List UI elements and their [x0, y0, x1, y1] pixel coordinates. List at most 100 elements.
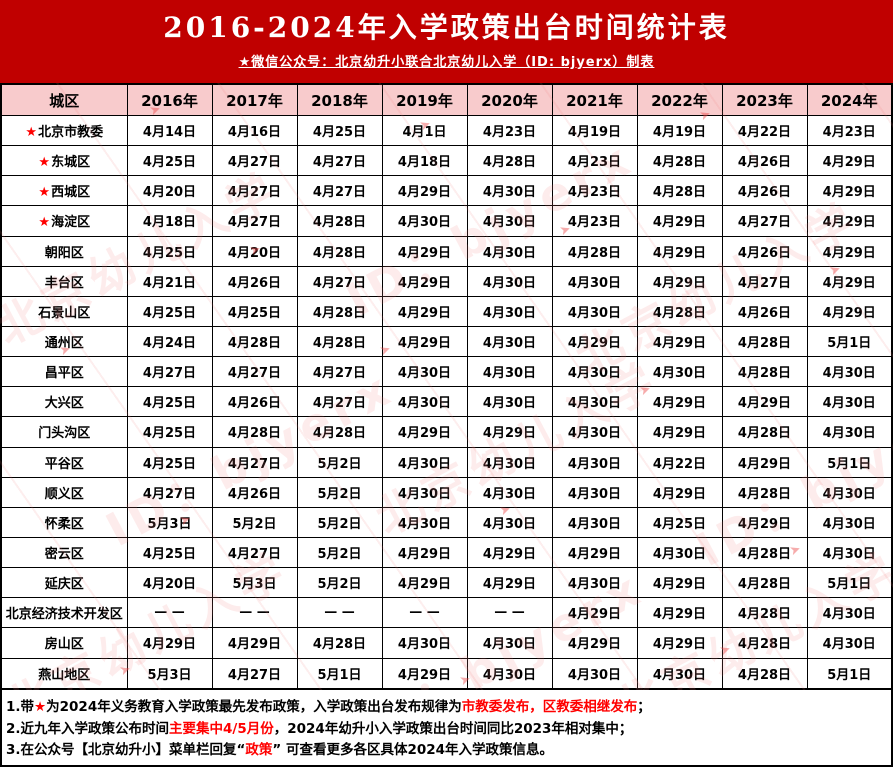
date-cell: 5月1日	[806, 325, 893, 358]
table-row: 北京经济技术开发区 — — — — — — — — — —4月29日 4月29日 4月28日 4…	[0, 597, 893, 629]
note-text: ；	[637, 699, 651, 715]
district-cell: ★海淀区	[0, 205, 128, 237]
date-cell: 4月23日	[551, 145, 638, 177]
note-text: ” 可查看更多各区具体2024年入学政策信息。	[272, 742, 554, 759]
date-cell: 4月29日	[806, 265, 893, 297]
date-cell: 4月22日	[636, 446, 723, 478]
date-cell: 4月30日	[466, 175, 553, 207]
district-cell: 朝阳区	[0, 235, 128, 267]
date-cell: 4月30日	[466, 386, 553, 418]
date-cell: — —	[126, 597, 213, 629]
date-cell: 4月29日	[551, 597, 638, 629]
date-cell: 4月27日	[126, 356, 213, 388]
page-subtitle: ★微信公众号：北京幼升小联合北京幼儿入学（ID: bjyerx）制表	[238, 54, 655, 70]
table-row: 门头沟区 4月25日 4月28日 4月28日 4月29日 4月29日 4月30日 4月29日 4…	[0, 416, 893, 448]
date-cell: 4月29日	[721, 506, 808, 538]
date-cell: 4月29日	[551, 627, 638, 659]
date-cell: 4月29日	[211, 627, 298, 659]
note-text: 1.带	[6, 699, 35, 715]
date-cell: 4月30日	[466, 476, 553, 508]
year-column-header: 2018年	[296, 83, 383, 116]
year-column-header: 2019年	[381, 83, 468, 116]
date-cell: 4月29日	[381, 567, 468, 599]
date-cell: — —	[296, 597, 383, 629]
date-cell: 4月30日	[466, 235, 553, 267]
date-cell: 4月29日	[381, 657, 468, 690]
date-cell: 4月27日	[296, 386, 383, 418]
date-cell: 4月29日	[806, 295, 893, 327]
date-cell: 4月28日	[721, 356, 808, 388]
date-cell: 4月30日	[466, 657, 553, 690]
date-cell: 4月30日	[381, 506, 468, 538]
date-cell: 4月28日	[296, 235, 383, 267]
date-cell: 4月29日	[721, 386, 808, 418]
date-cell: 4月26日	[721, 235, 808, 267]
date-cell: 4月26日	[721, 145, 808, 177]
date-cell: 4月25日	[211, 295, 298, 327]
date-cell: 5月3日	[211, 567, 298, 599]
header-row: 城区 2016年 2017年 2018年 2019年 2020年 2021年 2022年 202…	[0, 83, 893, 116]
date-cell: 4月29日	[721, 446, 808, 478]
date-cell: 4月29日	[466, 416, 553, 448]
date-cell: 4月30日	[466, 627, 553, 659]
date-cell: 4月29日	[636, 567, 723, 599]
date-cell: 4月30日	[551, 567, 638, 599]
date-cell: 4月30日	[381, 476, 468, 508]
date-cell: 4月28日	[211, 325, 298, 358]
date-cell: 4月27日	[211, 446, 298, 478]
date-cell: 4月29日	[126, 627, 213, 659]
date-cell: 4月27日	[296, 356, 383, 388]
date-cell: 5月1日	[296, 657, 383, 690]
date-cell: 5月2日	[296, 446, 383, 478]
date-cell: 4月29日	[466, 536, 553, 569]
date-cell: 4月27日	[211, 205, 298, 237]
table-row: 平谷区 4月25日 4月27日 5月2日 4月30日 4月30日 4月30日 4月22日 4月2…	[0, 446, 893, 478]
district-name: 密云区	[44, 547, 84, 563]
table-row: 朝阳区 4月25日 4月20日 4月28日 4月29日 4月30日 4月28日 4月29日 4月…	[0, 235, 893, 267]
date-cell: 4月30日	[381, 446, 468, 478]
year-column-header: 2016年	[126, 83, 213, 116]
date-cell: 4月28日	[721, 627, 808, 659]
date-cell: 4月16日	[211, 114, 298, 147]
date-cell: 4月29日	[381, 536, 468, 569]
date-cell: 4月29日	[636, 235, 723, 267]
date-cell: 4月30日	[636, 536, 723, 569]
date-cell: 4月30日	[551, 295, 638, 327]
year-column-header: 2020年	[466, 83, 553, 116]
date-cell: 4月28日	[721, 325, 808, 358]
date-cell: 4月27日	[211, 356, 298, 388]
date-cell: 4月14日	[126, 114, 213, 147]
district-cell: 房山区	[0, 627, 128, 659]
district-cell: 石景山区	[0, 295, 128, 327]
date-cell: 4月30日	[806, 627, 893, 659]
date-cell: 4月28日	[636, 175, 723, 207]
date-cell: — —	[466, 597, 553, 629]
date-cell: 4月30日	[466, 446, 553, 478]
date-cell: 4月25日	[126, 446, 213, 478]
table-row: ★海淀区 4月18日 4月27日 4月28日 4月30日 4月30日 4月23日 4月29日 4…	[0, 205, 893, 237]
date-cell: 4月18日	[381, 145, 468, 177]
date-cell: 4月29日	[381, 416, 468, 448]
date-cell: 4月25日	[126, 235, 213, 267]
date-cell: 4月27日	[721, 265, 808, 297]
table-row: 房山区 4月29日 4月29日 4月28日 4月30日 4月30日 4月29日 4月29日 4月…	[0, 627, 893, 659]
table-row: 怀柔区 5月3日 5月2日 5月2日 4月30日 4月30日 4月30日 4月25日 4月29日…	[0, 506, 893, 538]
date-cell: 4月25日	[126, 416, 213, 448]
date-cell: 4月29日	[636, 416, 723, 448]
date-cell: 4月30日	[466, 506, 553, 538]
date-cell: 4月29日	[806, 175, 893, 207]
date-cell: 4月30日	[806, 536, 893, 569]
district-name: 西城区	[51, 185, 91, 201]
note-text: 2.近九年入学政策公布时间	[6, 720, 170, 737]
date-cell: 4月23日	[806, 114, 893, 147]
date-cell: 4月25日	[126, 145, 213, 177]
district-cell: 延庆区	[0, 567, 128, 599]
date-cell: 5月2日	[296, 536, 383, 569]
date-cell: 4月21日	[126, 265, 213, 297]
date-cell: 4月28日	[721, 536, 808, 569]
district-cell: 丰台区	[0, 265, 128, 297]
note-highlight: ★	[34, 699, 47, 715]
district-name: 顺义区	[44, 486, 84, 502]
date-cell: 4月30日	[466, 205, 553, 237]
date-cell: 5月2日	[296, 567, 383, 599]
